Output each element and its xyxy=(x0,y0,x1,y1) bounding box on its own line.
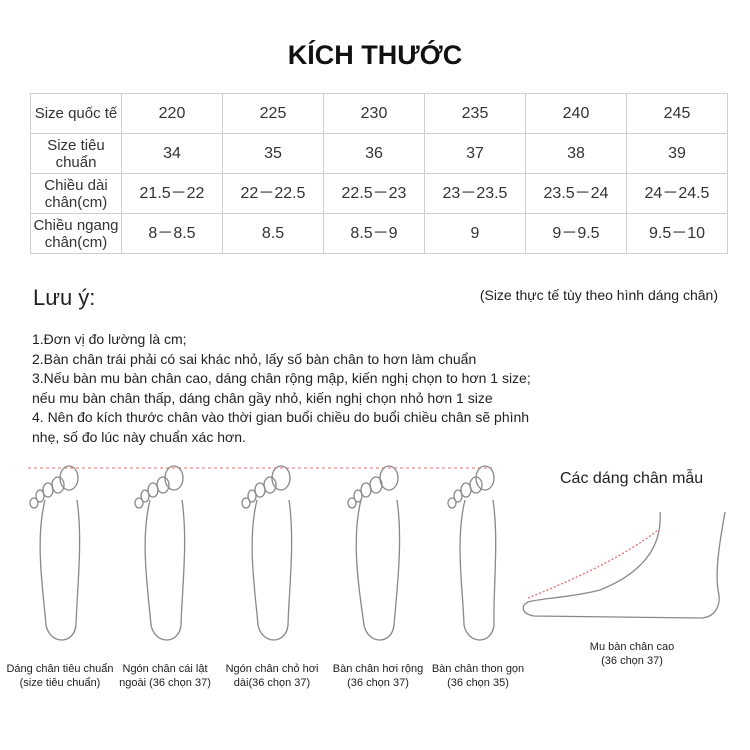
foot-outline-icon xyxy=(134,465,186,641)
row-header: Size quốc tế xyxy=(30,93,122,134)
caption-line: (36 chọn 37) xyxy=(601,655,663,667)
table-cell: 245 xyxy=(626,93,728,134)
foot-caption: Bàn chân thon gọn (36 chọn 35) xyxy=(423,662,533,690)
note-line: nếu mu bàn chân thấp, dáng chân gầy nhỏ,… xyxy=(32,389,493,406)
foot-caption: Ngón chân chỏ hơi dài(36 chọn 37) xyxy=(217,662,327,690)
high-instep-foot-icon xyxy=(522,511,726,619)
caption-line: Ngón chân chỏ hơi xyxy=(225,663,319,675)
note-line: 1.Đơn vị đo lường là cm; xyxy=(32,331,187,347)
foot-caption: Ngón chân cái lật ngoài (36 chọn 37) xyxy=(110,662,220,690)
foot-caption: Bàn chân hơi rộng (36 chọn 37) xyxy=(323,662,433,690)
caption-line: Mu bàn chân cao xyxy=(589,641,675,653)
caption-line: (size tiêu chuẩn) xyxy=(19,677,101,689)
table-cell: 8.5 xyxy=(222,213,324,254)
notes-title: Lưu ý: xyxy=(33,285,96,310)
table-cell: 220 xyxy=(121,93,223,134)
table-cell: 9.5－10 xyxy=(626,213,728,254)
table-cell: 38 xyxy=(525,133,627,174)
size-table: Size quốc tế 220 225 230 235 240 245 Size tiêu … xyxy=(30,93,728,254)
table-cell: 22.5－23 xyxy=(323,173,425,214)
foot-caption: Mu bàn chân cao (36 chọn 37) xyxy=(577,640,687,668)
table-cell: 9 xyxy=(424,213,526,254)
caption-line: Bàn chân hơi rộng xyxy=(332,663,424,675)
foot-caption: Dáng chân tiêu chuẩn (size tiêu chuẩn) xyxy=(5,662,115,690)
caption-line: (36 chọn 37) xyxy=(347,677,409,689)
row-header: Size tiêu chuẩn xyxy=(30,133,122,174)
foot-outline-icon xyxy=(347,465,401,641)
table-row: Chiều ngang chân(cm) 8－8.5 8.5 8.5－9 9 9－9.5 9… xyxy=(30,213,728,254)
caption-line: Dáng chân tiêu chuẩn xyxy=(6,663,114,675)
table-cell: 8－8.5 xyxy=(121,213,223,254)
table-cell: 37 xyxy=(424,133,526,174)
caption-line: ngoài (36 chọn 37) xyxy=(119,677,211,689)
table-cell: 24－24.5 xyxy=(626,173,728,214)
table-cell: 21.5－22 xyxy=(121,173,223,214)
row-header: Chiều ngang chân(cm) xyxy=(30,213,122,254)
page-title: KÍCH THƯỚC xyxy=(287,40,463,70)
table-row: Size quốc tế 220 225 230 235 240 245 xyxy=(30,93,728,134)
caption-line: dài(36 chọn 37) xyxy=(233,677,311,689)
foot-outline-icon xyxy=(29,465,81,641)
table-cell: 225 xyxy=(222,93,324,134)
table-cell: 240 xyxy=(525,93,627,134)
notes-subtitle: (Size thực tế tùy theo hình dáng chân) xyxy=(479,287,718,303)
caption-line: Bàn chân thon gọn xyxy=(431,663,525,675)
caption-line: (36 chọn 35) xyxy=(447,677,509,689)
table-cell: 23－23.5 xyxy=(424,173,526,214)
table-cell: 235 xyxy=(424,93,526,134)
notes-list: 1.Đơn vị đo lường là cm; 2.Bàn chân trái… xyxy=(32,330,531,447)
table-cell: 36 xyxy=(323,133,425,174)
note-line: 2.Bàn chân trái phải có sai khác nhỏ, lấ… xyxy=(32,350,477,367)
foot-outline-icon xyxy=(241,465,293,641)
note-line: 4. Nên đo kích thước chân vào thời gian … xyxy=(32,409,530,425)
note-line: nhẹ, số đo lúc này chuẩn xác hơn. xyxy=(32,428,246,445)
note-line: 3.Nếu bàn mu bàn chân cao, dáng chân rộn… xyxy=(32,370,531,386)
foot-shapes-title: Các dáng chân mẫu xyxy=(560,470,704,487)
row-header: Chiều dài chân(cm) xyxy=(30,173,122,214)
caption-line: Ngón chân cái lật xyxy=(122,663,208,675)
foot-outline-icon xyxy=(447,465,497,641)
